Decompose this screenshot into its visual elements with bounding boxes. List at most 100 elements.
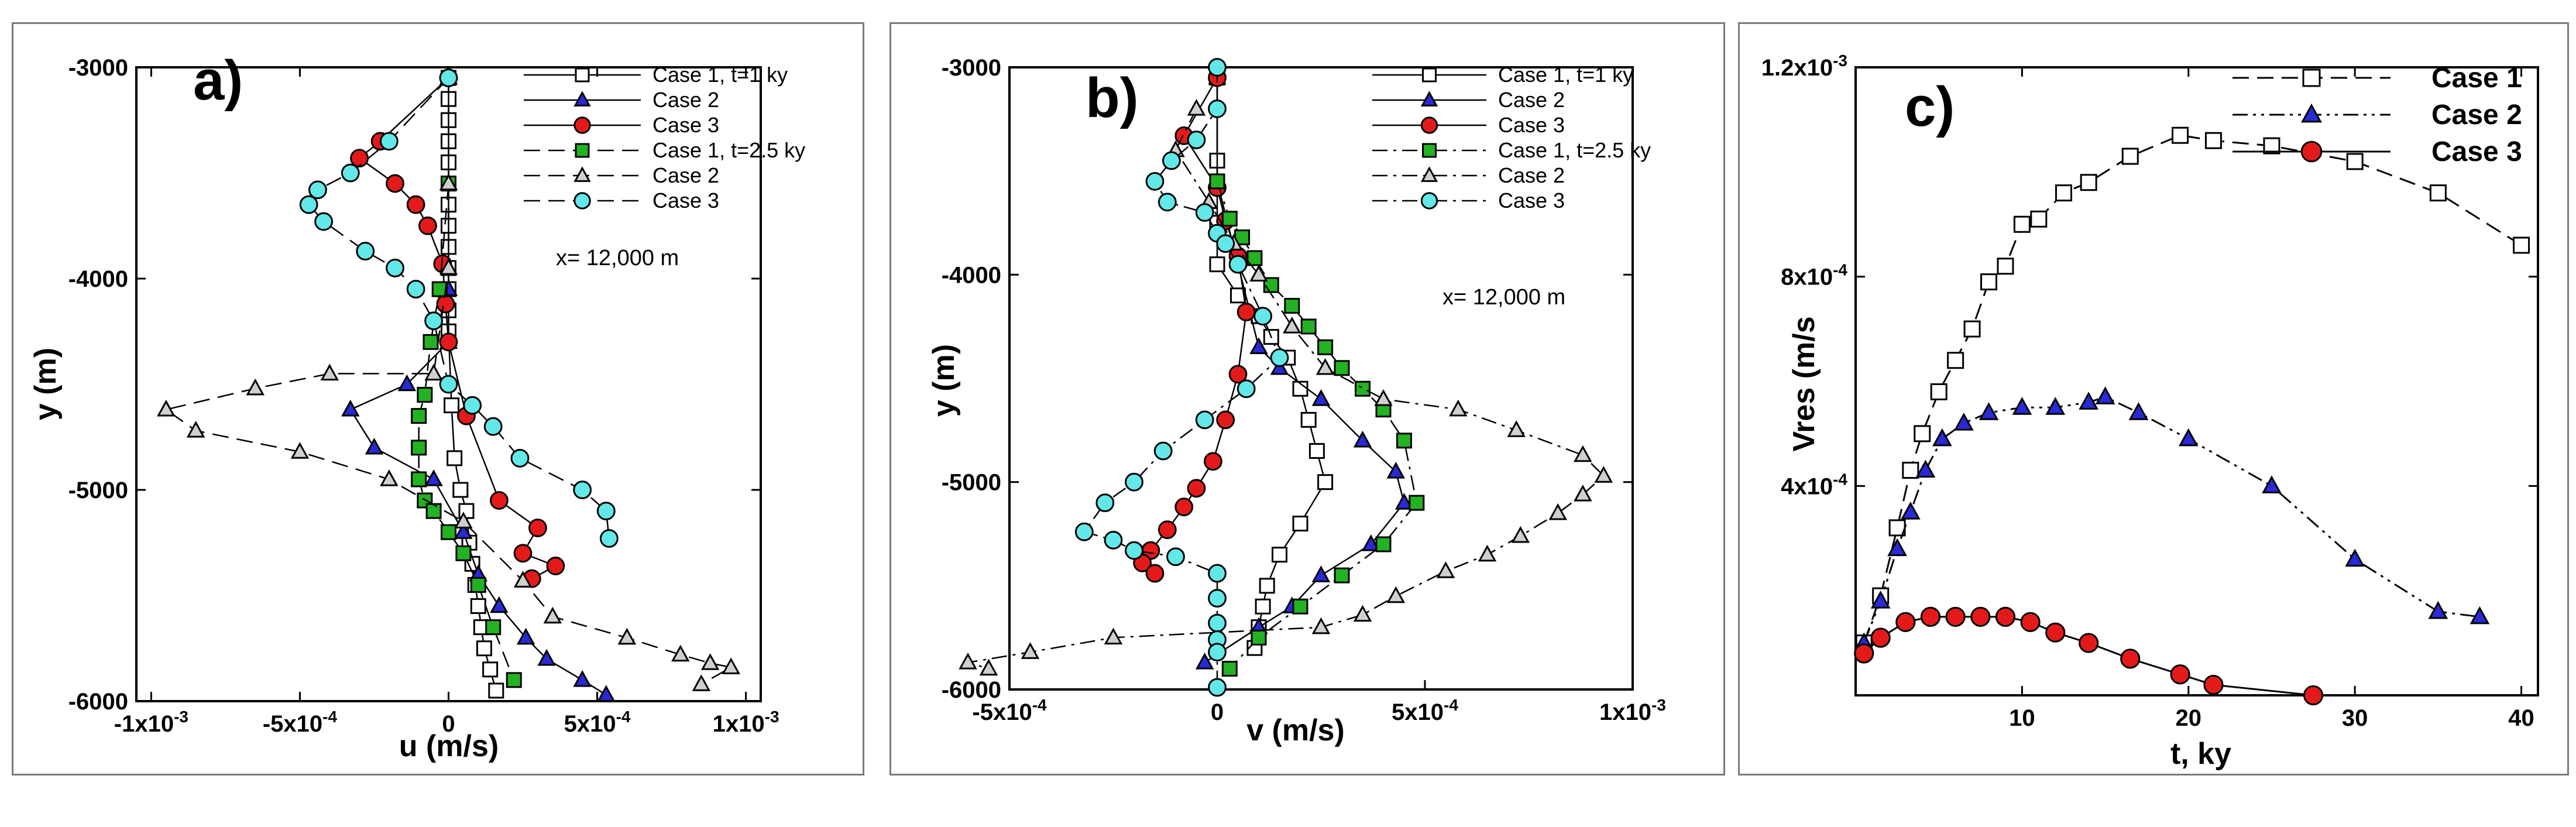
data-point [439, 258, 458, 275]
x-tick-label: 1x10-3 [713, 708, 779, 737]
x-axis-label: t, ky [2170, 737, 2231, 771]
data-point [452, 482, 469, 498]
legend-label: Case 1, t=2.5 ky [652, 138, 805, 162]
data-point [1963, 320, 1981, 338]
data-point [441, 524, 456, 540]
data-point [2303, 685, 2324, 706]
legend-marker [575, 67, 590, 83]
data-point [1317, 339, 1334, 355]
x-tick-label: 1x10-3 [1599, 696, 1666, 725]
data-point [1449, 399, 1468, 417]
data-point [2513, 236, 2530, 254]
data-point [488, 682, 504, 699]
data-point [543, 606, 562, 624]
y-axis-label: y (m) [927, 344, 961, 417]
series-line-6 [1083, 67, 1280, 688]
y-tick-label: -6000 [942, 677, 1001, 703]
data-point [1187, 98, 1206, 116]
data-point [1930, 383, 1948, 400]
series-line-6 [308, 77, 610, 539]
data-point [439, 375, 458, 394]
data-point [1361, 534, 1380, 551]
data-point [1253, 307, 1273, 326]
data-point [446, 450, 463, 466]
legend-marker [2300, 140, 2323, 163]
data-point [1945, 606, 1966, 627]
series-line-1 [1863, 134, 2522, 644]
x-tick-label: 5x10-4 [564, 708, 631, 737]
legend-marker [573, 116, 591, 134]
data-point [411, 440, 427, 456]
data-point [2121, 147, 2139, 165]
data-point [546, 557, 565, 575]
plot-frame [1008, 66, 1634, 691]
data-point [417, 387, 433, 403]
y-tick-label: -3000 [942, 55, 1001, 81]
data-point [444, 397, 460, 414]
data-point [1153, 441, 1173, 461]
data-point [1195, 653, 1214, 670]
data-point [1920, 606, 1941, 627]
data-point [2120, 648, 2141, 669]
series-line-3 [1141, 77, 1247, 574]
data-point [2204, 132, 2222, 149]
legend-label: Case 2 [2431, 99, 2522, 131]
data-point [959, 653, 977, 670]
data-point [1221, 661, 1238, 677]
data-point [1208, 613, 1227, 633]
data-point [424, 469, 443, 486]
data-point [596, 502, 616, 520]
data-point [1355, 380, 1371, 397]
data-point [2012, 397, 2032, 415]
data-point [439, 332, 458, 352]
data-point [1158, 520, 1177, 540]
legend-marker [2301, 103, 2322, 123]
legend-marker [573, 166, 591, 182]
data-point [513, 571, 533, 588]
y-axis-label: Vres (m/s [1787, 316, 1821, 451]
legend-label: Case 2 [1498, 163, 1565, 187]
legend-label: Case 1, t=2.5 ky [1498, 138, 1651, 162]
data-point [365, 437, 384, 455]
x-tick-label: -5x10-4 [263, 708, 338, 737]
data-point [1209, 256, 1225, 273]
data-point [463, 396, 482, 415]
data-point [1195, 410, 1214, 430]
data-point [573, 481, 592, 499]
data-point [1074, 522, 1094, 541]
data-point [1334, 360, 1350, 376]
series-line-2 [1863, 396, 2480, 644]
data-point [439, 68, 458, 87]
data-point [1021, 642, 1040, 659]
x-axis-label: v (m/s) [1246, 713, 1345, 747]
data-point [2178, 428, 2199, 447]
plot-frame [1854, 66, 2539, 696]
data-point [1249, 337, 1268, 355]
y-tick-label: -4000 [942, 262, 1001, 288]
data-point [1954, 412, 1974, 431]
data-point [692, 674, 711, 691]
data-point [1249, 265, 1268, 282]
data-point [1870, 590, 1891, 609]
data-point [1507, 420, 1526, 437]
series-line-3 [358, 77, 558, 579]
data-point [423, 334, 439, 350]
data-point [1374, 389, 1393, 406]
series-line-1 [1216, 77, 1326, 648]
data-point [483, 417, 503, 436]
data-point [1914, 425, 1931, 442]
data-point [320, 363, 339, 381]
data-point [1854, 643, 1874, 664]
data-point [425, 503, 442, 519]
y-tick-label: 1.2x10-3 [1761, 52, 1847, 81]
data-point [1353, 605, 1372, 622]
data-point [1932, 428, 1952, 447]
legend-label: Case 3 [652, 188, 719, 212]
data-point [2020, 612, 2041, 632]
data-point [470, 577, 486, 593]
data-point [1095, 493, 1115, 512]
legend-label: Case 3 [2431, 136, 2522, 167]
data-point [411, 408, 427, 424]
data-point [1270, 348, 1289, 367]
